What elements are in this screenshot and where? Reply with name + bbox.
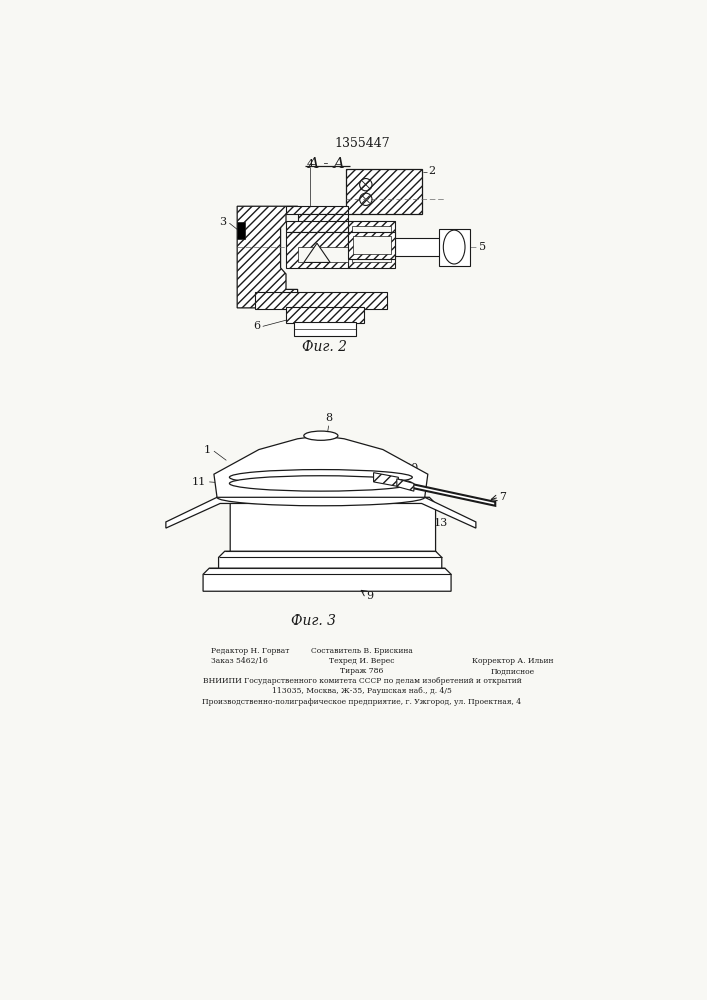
Text: 13: 13 (433, 518, 448, 528)
Polygon shape (203, 568, 451, 591)
Ellipse shape (230, 476, 412, 491)
Text: Фиг. 2: Фиг. 2 (303, 340, 347, 354)
Text: Подписное: Подписное (491, 667, 535, 675)
Bar (293, 322, 356, 336)
Bar (354, 236, 391, 254)
Bar (255, 292, 387, 309)
Text: 12: 12 (414, 478, 428, 488)
Text: 9: 9 (366, 591, 373, 601)
Bar (286, 307, 363, 323)
Bar (438, 229, 469, 266)
Bar (395, 238, 445, 256)
Bar (286, 221, 348, 232)
Bar (298, 247, 348, 262)
Bar (286, 232, 348, 268)
Bar (237, 222, 245, 239)
Text: 4: 4 (306, 159, 314, 169)
Text: Заказ 5462/16: Заказ 5462/16 (211, 657, 268, 665)
Bar (352, 226, 391, 262)
Polygon shape (304, 243, 330, 262)
Text: 5: 5 (479, 242, 486, 252)
Text: А - А: А - А (308, 157, 346, 171)
Bar (298, 214, 348, 222)
Text: S: S (399, 479, 404, 487)
Polygon shape (214, 436, 428, 497)
Polygon shape (218, 551, 442, 568)
Text: 11: 11 (192, 477, 206, 487)
Bar (346, 169, 422, 214)
Text: 3: 3 (219, 217, 226, 227)
Text: 1: 1 (204, 445, 211, 455)
Text: Редактор Н. Горват: Редактор Н. Горват (211, 647, 289, 655)
Text: 6: 6 (253, 321, 260, 331)
Text: 113035, Москва, Ж-35, Раушская наб., д. 4/5: 113035, Москва, Ж-35, Раушская наб., д. … (272, 687, 452, 695)
Text: Фиг. 3: Фиг. 3 (291, 614, 336, 628)
Polygon shape (166, 497, 476, 528)
Bar (286, 206, 348, 214)
Polygon shape (397, 479, 414, 491)
Ellipse shape (230, 470, 412, 485)
Ellipse shape (304, 431, 338, 440)
Text: N: N (405, 481, 412, 489)
Ellipse shape (217, 489, 425, 506)
Polygon shape (373, 473, 398, 487)
Text: Производственно-полиграфическое предприятие, г. Ужгород, ул. Проектная, 4: Производственно-полиграфическое предприя… (202, 698, 522, 706)
Text: 8: 8 (325, 413, 332, 423)
Bar (348, 221, 395, 268)
Polygon shape (230, 497, 436, 551)
Polygon shape (237, 206, 298, 308)
Ellipse shape (443, 230, 465, 264)
Polygon shape (398, 481, 495, 506)
Text: Тираж 786: Тираж 786 (340, 667, 384, 675)
Text: 1355447: 1355447 (334, 137, 390, 150)
Text: 2: 2 (428, 166, 435, 176)
Text: Корректор А. Ильин: Корректор А. Ильин (472, 657, 554, 665)
Text: Техред И. Верес: Техред И. Верес (329, 657, 395, 665)
Text: ВНИИПИ Государственного комитета СССР по делам изобретений и открытий: ВНИИПИ Государственного комитета СССР по… (203, 677, 521, 685)
Bar (348, 232, 395, 259)
Text: 10: 10 (404, 463, 419, 473)
Text: Составитель В. Брискина: Составитель В. Брискина (311, 647, 413, 655)
Text: 7: 7 (499, 492, 506, 502)
